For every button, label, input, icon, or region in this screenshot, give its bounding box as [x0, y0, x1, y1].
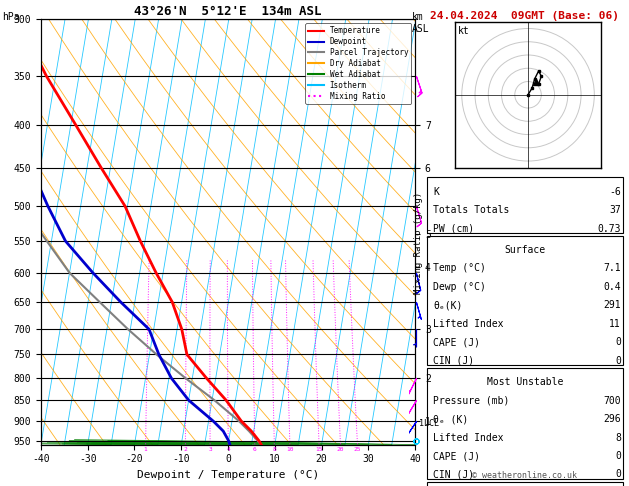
- Text: 0: 0: [615, 469, 621, 480]
- Text: 0: 0: [615, 337, 621, 347]
- Text: CAPE (J): CAPE (J): [433, 451, 480, 461]
- Text: Dewp (°C): Dewp (°C): [433, 282, 486, 292]
- Text: -6: -6: [610, 187, 621, 197]
- Text: 1: 1: [144, 447, 147, 452]
- Text: CIN (J): CIN (J): [433, 469, 474, 480]
- Text: © weatheronline.co.uk: © weatheronline.co.uk: [472, 471, 577, 480]
- Text: 0: 0: [615, 356, 621, 366]
- Text: 700: 700: [603, 396, 621, 406]
- Text: 20: 20: [337, 447, 344, 452]
- Text: Mixing Ratio (g/kg): Mixing Ratio (g/kg): [414, 192, 423, 294]
- Text: K: K: [433, 187, 439, 197]
- Bar: [427, 368, 623, 479]
- X-axis label: Dewpoint / Temperature (°C): Dewpoint / Temperature (°C): [137, 470, 319, 480]
- Text: 0: 0: [615, 451, 621, 461]
- Text: 1LCL: 1LCL: [419, 418, 439, 428]
- Title: 43°26'N  5°12'E  134m ASL: 43°26'N 5°12'E 134m ASL: [134, 5, 322, 18]
- Text: CIN (J): CIN (J): [433, 356, 474, 366]
- Text: 8: 8: [615, 433, 621, 443]
- Text: θₑ(K): θₑ(K): [433, 300, 462, 311]
- Text: 6: 6: [253, 447, 257, 452]
- Text: 15: 15: [315, 447, 323, 452]
- Text: 296: 296: [603, 414, 621, 424]
- Text: 0.4: 0.4: [603, 282, 621, 292]
- Text: 37: 37: [610, 205, 621, 215]
- Text: 8: 8: [272, 447, 276, 452]
- Text: Pressure (mb): Pressure (mb): [433, 396, 509, 406]
- Text: hPa: hPa: [2, 12, 19, 22]
- Text: Temp (°C): Temp (°C): [433, 263, 486, 274]
- Text: 25: 25: [353, 447, 361, 452]
- Text: kt: kt: [458, 26, 470, 36]
- Text: 2: 2: [184, 447, 187, 452]
- Text: PW (cm): PW (cm): [433, 224, 474, 234]
- Text: 7.1: 7.1: [603, 263, 621, 274]
- Text: Lifted Index: Lifted Index: [433, 319, 503, 329]
- Text: 3: 3: [208, 447, 212, 452]
- Text: 11: 11: [610, 319, 621, 329]
- Bar: [427, 482, 623, 486]
- Text: km
ASL: km ASL: [412, 12, 430, 34]
- Bar: [427, 236, 623, 365]
- Text: θₑ (K): θₑ (K): [433, 414, 468, 424]
- Text: 291: 291: [603, 300, 621, 311]
- Text: 0.73: 0.73: [598, 224, 621, 234]
- Text: Lifted Index: Lifted Index: [433, 433, 503, 443]
- Bar: [427, 177, 623, 233]
- Text: Totals Totals: Totals Totals: [433, 205, 509, 215]
- Text: CAPE (J): CAPE (J): [433, 337, 480, 347]
- Text: 4: 4: [226, 447, 230, 452]
- Text: Surface: Surface: [504, 245, 545, 255]
- Text: Most Unstable: Most Unstable: [487, 377, 563, 387]
- Text: 24.04.2024  09GMT (Base: 06): 24.04.2024 09GMT (Base: 06): [430, 11, 620, 21]
- Legend: Temperature, Dewpoint, Parcel Trajectory, Dry Adiabat, Wet Adiabat, Isotherm, Mi: Temperature, Dewpoint, Parcel Trajectory…: [305, 23, 411, 104]
- Text: 10: 10: [286, 447, 294, 452]
